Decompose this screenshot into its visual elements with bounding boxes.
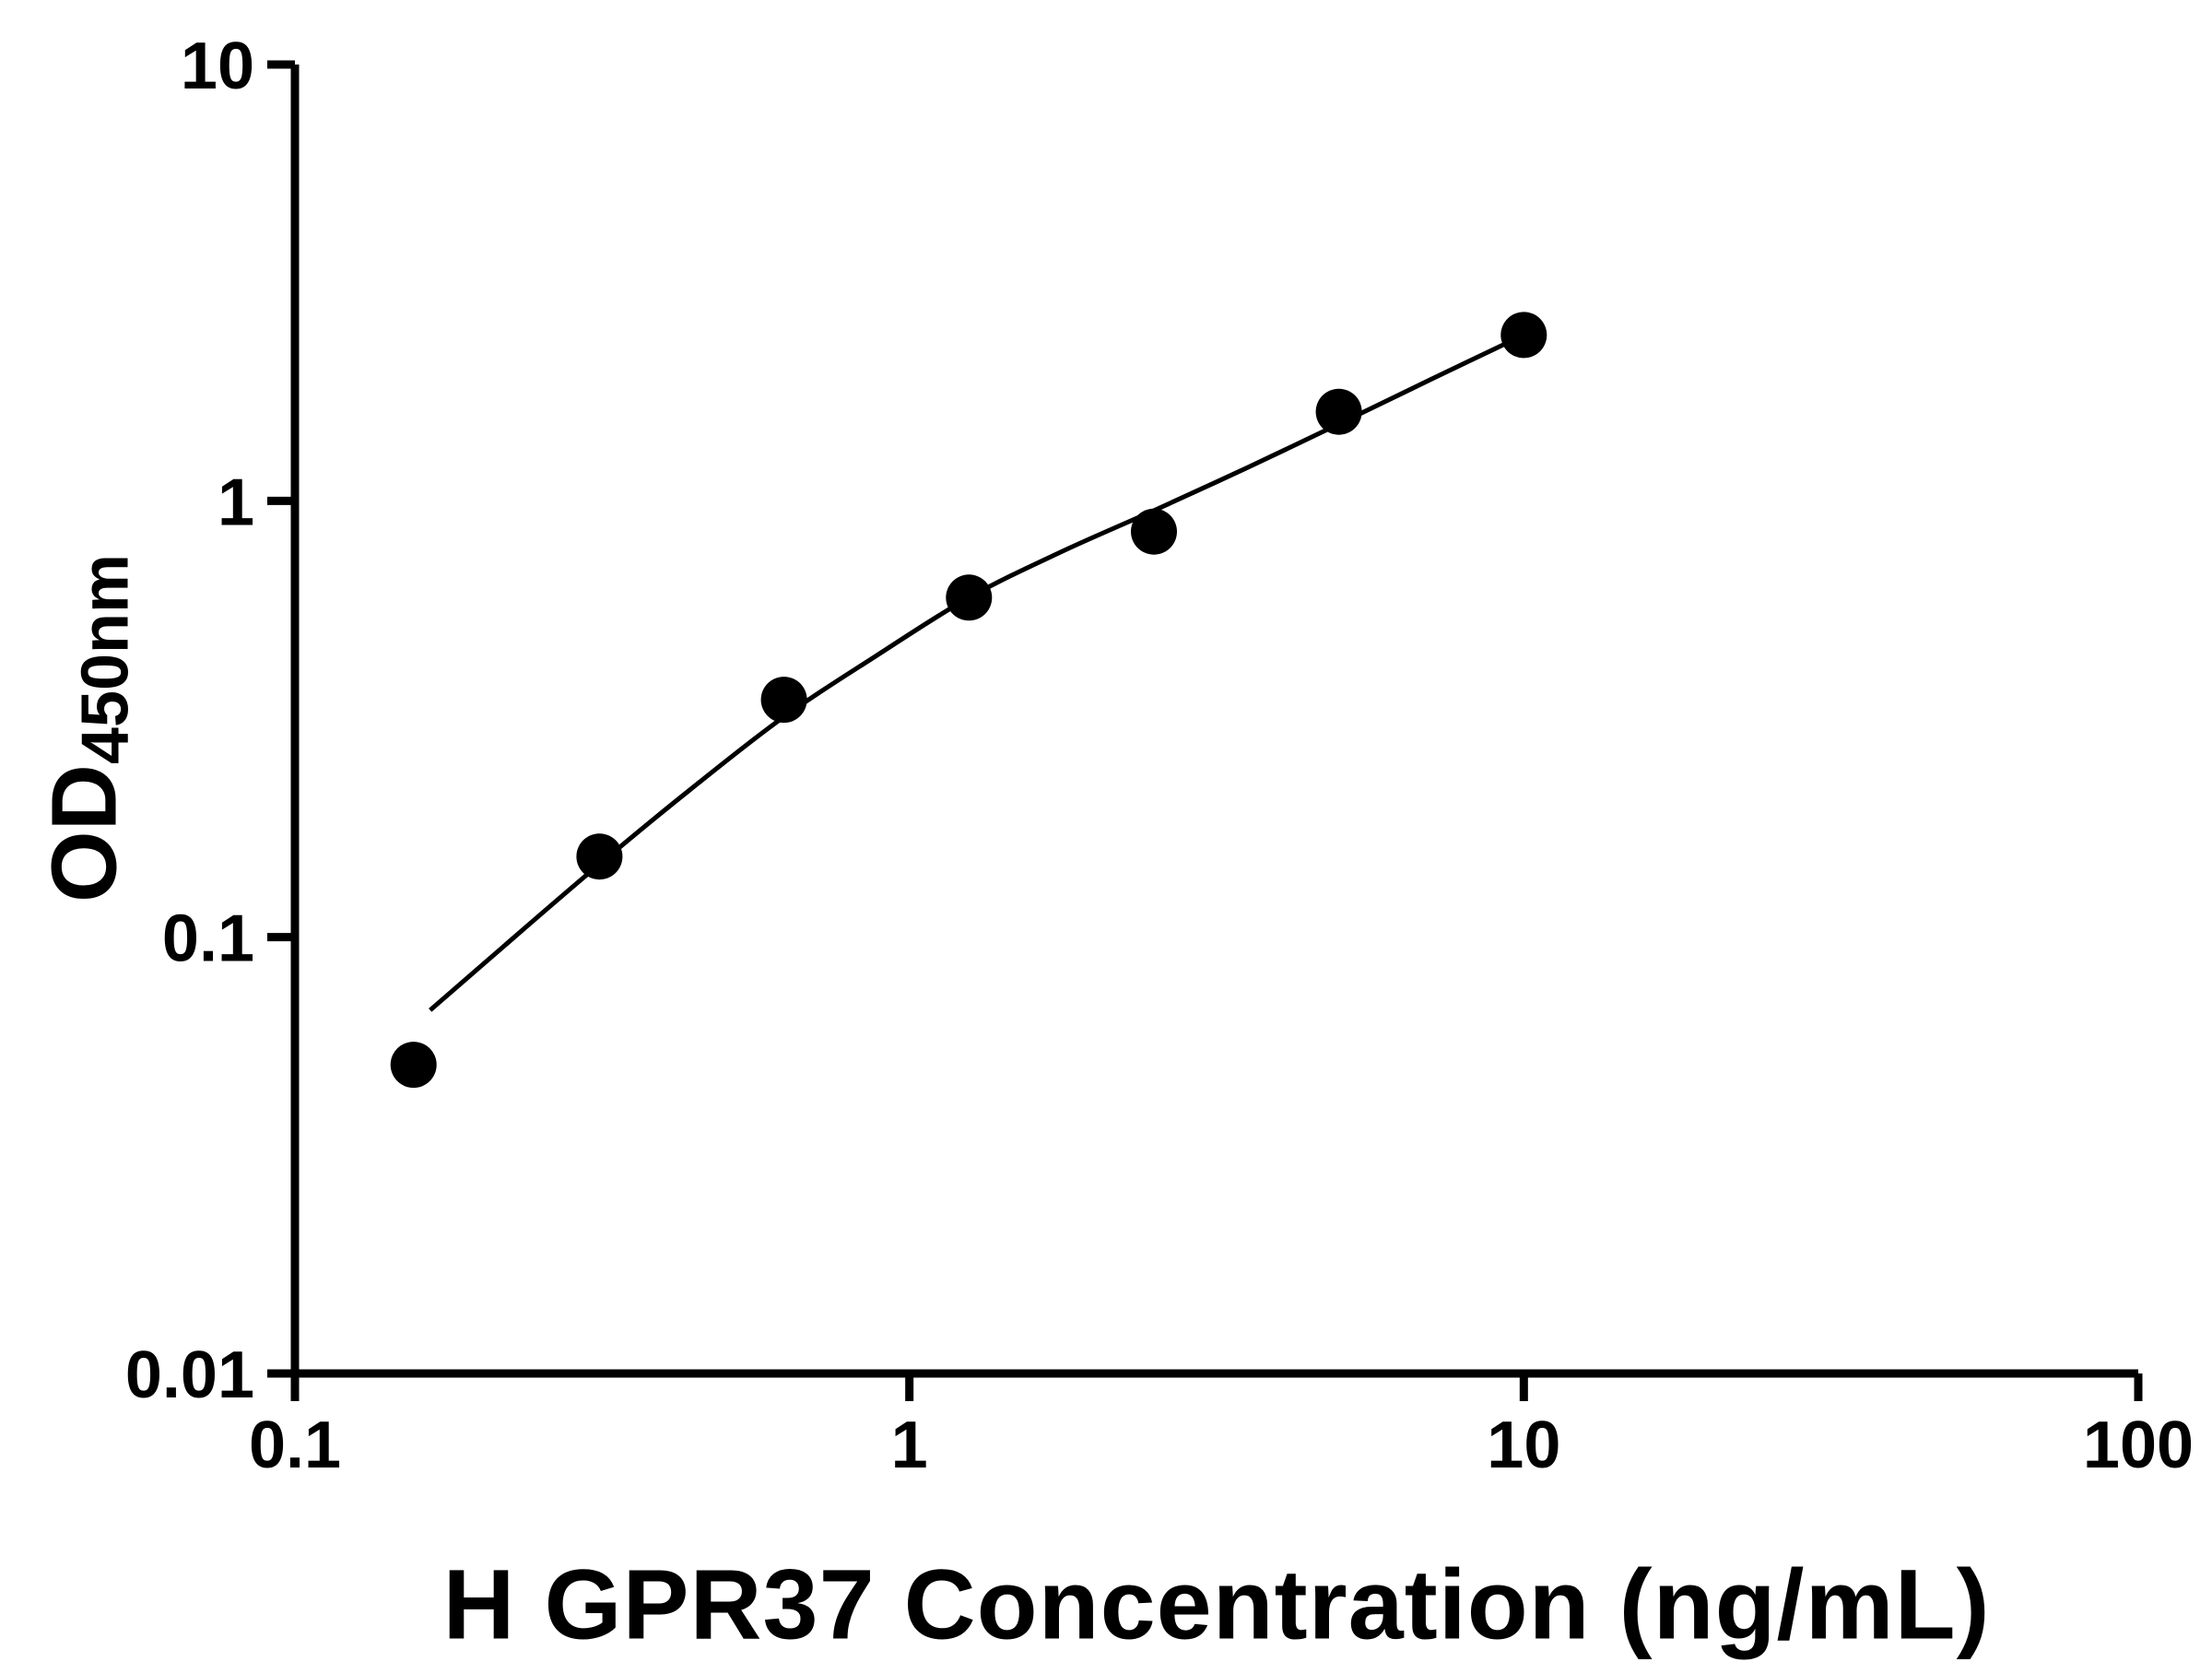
- y-axis-tick-label: 0.01: [125, 1338, 254, 1412]
- data-point-marker: [946, 574, 993, 621]
- x-axis-tick-label: 0.1: [249, 1409, 341, 1482]
- x-axis-tick-label: 100: [2083, 1409, 2194, 1482]
- x-axis-tick-label: 1: [891, 1409, 928, 1482]
- y-axis-title: OD450nm: [32, 554, 144, 902]
- data-point-marker: [1500, 312, 1547, 359]
- data-point-marker: [1315, 388, 1362, 435]
- fit-curve: [429, 333, 1525, 1012]
- x-axis-title: H GPR37 Concentration (ng/mL): [442, 1547, 1990, 1662]
- y-axis-title-main: OD: [32, 764, 136, 903]
- x-axis-title-text: H GPR37 Concentration (ng/mL): [442, 1548, 1991, 1660]
- y-axis-tick-label: 0.1: [162, 902, 254, 976]
- data-point-marker: [1131, 508, 1177, 555]
- x-axis-tick-label: 10: [1487, 1409, 1560, 1482]
- y-axis-tick-label: 10: [181, 29, 254, 103]
- data-point-marker: [576, 833, 623, 880]
- y-axis-title-subscript: 450nm: [68, 553, 143, 765]
- y-axis-tick-label: 1: [218, 466, 254, 539]
- data-point-marker: [390, 1042, 437, 1089]
- data-point-marker: [760, 677, 807, 724]
